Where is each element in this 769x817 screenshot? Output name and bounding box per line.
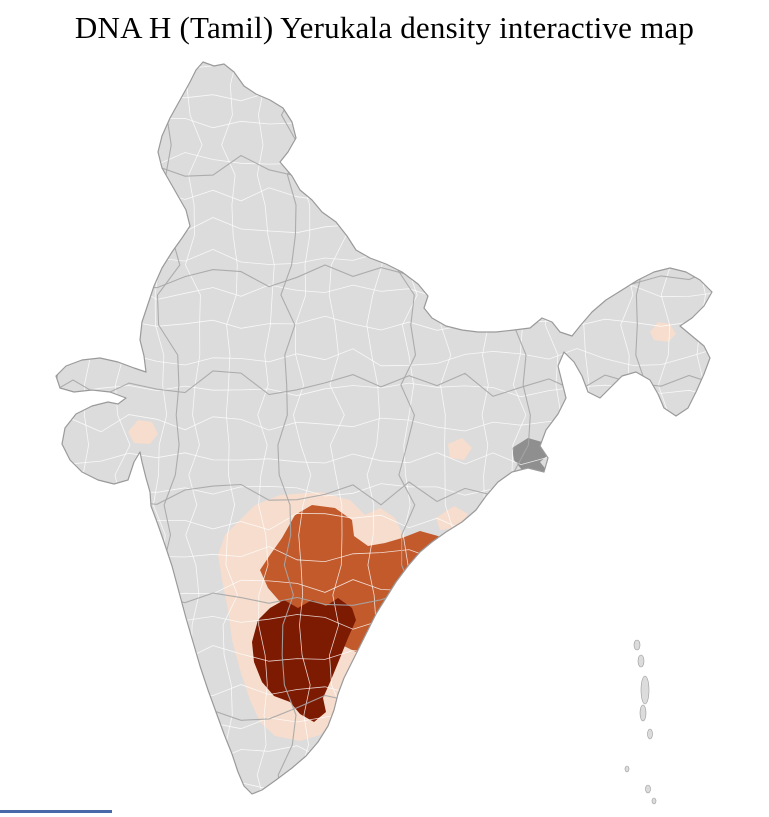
district-region-no-data[interactable] [512, 438, 548, 480]
district-boundary-line [56, 182, 712, 202]
island[interactable] [624, 765, 630, 773]
island[interactable] [639, 704, 647, 722]
district-boundary-line [56, 611, 712, 630]
district-region-low-density[interactable] [448, 438, 472, 460]
district-boundary-line [56, 116, 712, 133]
district-boundary-line [56, 62, 712, 70]
state-boundary-line [277, 62, 300, 794]
district-boundary-line [56, 62, 59, 794]
district-boundary-line [221, 62, 239, 794]
state-boundary-line [56, 154, 712, 180]
island[interactable] [651, 797, 657, 805]
district-region-high-density[interactable] [252, 598, 356, 722]
state-boundary-line [56, 587, 712, 614]
district-region-low-density[interactable] [128, 420, 158, 444]
district-boundary-line [725, 55, 743, 805]
island[interactable] [647, 728, 653, 740]
district-boundary-line [652, 62, 672, 794]
state-boundary-line [56, 62, 712, 74]
india-landmass[interactable] [56, 62, 712, 794]
island[interactable] [633, 639, 641, 651]
district-boundary-line [256, 62, 276, 794]
state-boundary-line [56, 62, 64, 794]
district-boundary-line [56, 778, 712, 794]
district-boundary-line [689, 62, 708, 794]
district-boundary-line [56, 150, 712, 168]
page-title: DNA H (Tamil) Yerukala density interacti… [74, 10, 695, 45]
island[interactable] [637, 654, 645, 668]
district-boundary-line [544, 62, 564, 794]
district-boundary-line [580, 62, 599, 794]
district-boundary-line [56, 743, 712, 763]
district-boundary-line [56, 315, 712, 334]
india-outline [55, 61, 713, 795]
island[interactable] [640, 675, 650, 705]
island[interactable] [645, 784, 651, 794]
district-boundary-line [56, 85, 712, 103]
bottom-accent-bar [0, 810, 112, 813]
andaman-nicobar-islands[interactable] [624, 639, 657, 805]
district-boundary-line [56, 248, 712, 267]
district-boundary-line [56, 347, 712, 367]
state-boundary-line [746, 55, 769, 805]
district-boundary-line [56, 679, 712, 697]
district-boundary-line [56, 215, 712, 234]
district-boundary-line [616, 62, 634, 794]
